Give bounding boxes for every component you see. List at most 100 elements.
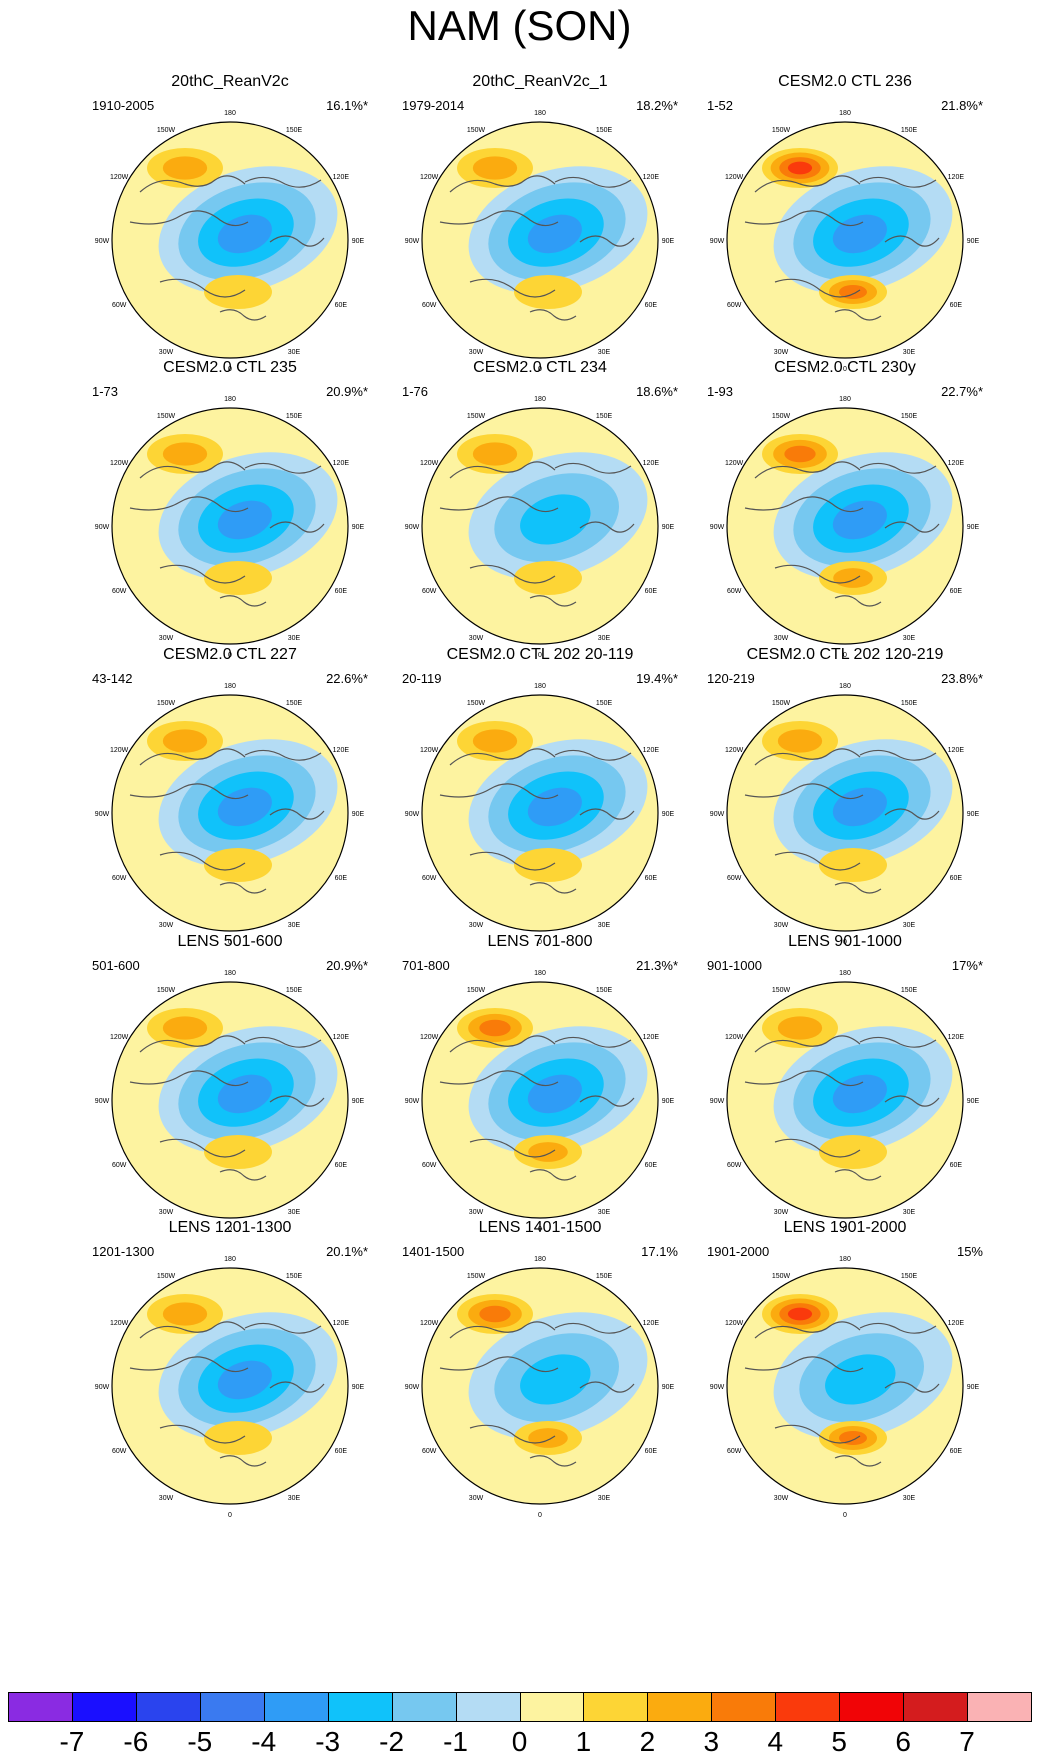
positive-contour bbox=[162, 442, 208, 466]
longitude-label: 120W bbox=[420, 460, 439, 467]
longitude-label: 0 bbox=[538, 366, 542, 372]
longitude-label: 30E bbox=[903, 1209, 916, 1216]
panel-period: 1979-2014 bbox=[402, 98, 465, 113]
positive-contour bbox=[514, 848, 582, 882]
colorbar-tick-label: -1 bbox=[443, 1726, 469, 1757]
coastline bbox=[554, 1322, 632, 1334]
longitude-label: 30E bbox=[598, 922, 611, 929]
panel-period: 1-52 bbox=[707, 98, 734, 113]
negative-contour bbox=[217, 1360, 272, 1400]
longitude-label: 90E bbox=[662, 1384, 675, 1391]
coastline bbox=[744, 1070, 864, 1087]
map-boundary bbox=[421, 407, 659, 645]
longitude-label: 150W bbox=[467, 700, 486, 707]
colorbar-tick-label: 3 bbox=[703, 1726, 720, 1757]
coastline bbox=[859, 1036, 937, 1048]
map-panel: LENS 1201-1300 1201-1300 20.1%* 180 150E 120E… bbox=[70, 1218, 390, 1518]
longitude-label: 30E bbox=[598, 349, 611, 356]
coastline bbox=[269, 521, 325, 533]
polar-map: 180 150E 120E 90E 60E 30E 0 30W 60W 90W 120W 150W bbox=[405, 1256, 675, 1518]
panel-title: LENS 701-800 bbox=[487, 933, 593, 950]
longitude-label: 120E bbox=[643, 747, 660, 754]
longitude-label: 120E bbox=[948, 1034, 965, 1041]
longitude-label: 180 bbox=[224, 970, 236, 977]
longitude-label: 120E bbox=[948, 460, 965, 467]
coastline bbox=[579, 235, 635, 247]
colorbar-tick-label: -7 bbox=[59, 1726, 85, 1757]
map-boundary bbox=[421, 121, 659, 359]
longitude-label: 120E bbox=[948, 1320, 965, 1327]
longitude-label: 30W bbox=[469, 635, 484, 642]
coastline bbox=[529, 1455, 577, 1467]
polar-map: 180 150E 120E 90E 60E 30E 0 30W 60W 90W 120W 150W bbox=[710, 970, 980, 1232]
coastline bbox=[439, 1070, 559, 1087]
longitude-label: 150W bbox=[157, 127, 176, 134]
colorbar-tick-label: -2 bbox=[379, 1726, 405, 1757]
longitude-label: 90E bbox=[967, 524, 980, 531]
panel-variance-percent: 19.4%* bbox=[636, 671, 678, 686]
longitude-label: 150W bbox=[157, 987, 176, 994]
longitude-label: 120W bbox=[420, 747, 439, 754]
longitude-label: 60W bbox=[727, 1448, 742, 1455]
coastline bbox=[529, 1169, 577, 1181]
longitude-label: 180 bbox=[224, 683, 236, 690]
longitude-label: 90W bbox=[710, 524, 725, 531]
longitude-label: 90W bbox=[405, 1098, 420, 1105]
longitude-label: 90E bbox=[967, 1098, 980, 1105]
negative-contour bbox=[527, 214, 582, 254]
longitude-label: 30E bbox=[598, 635, 611, 642]
map-boundary bbox=[111, 1267, 349, 1505]
panel-title: 20thC_ReanV2c bbox=[171, 73, 289, 90]
longitude-label: 60E bbox=[950, 1448, 963, 1455]
coastline bbox=[159, 851, 246, 871]
panel-variance-percent: 15% bbox=[956, 1244, 983, 1259]
longitude-label: 60E bbox=[950, 588, 963, 595]
longitude-label: 60W bbox=[422, 875, 437, 882]
coastline bbox=[754, 461, 861, 479]
coastline bbox=[244, 176, 322, 188]
longitude-label: 90E bbox=[352, 811, 365, 818]
longitude-label: 120W bbox=[725, 1034, 744, 1041]
longitude-label: 120E bbox=[948, 747, 965, 754]
longitude-label: 180 bbox=[224, 396, 236, 403]
longitude-label: 120W bbox=[420, 1320, 439, 1327]
longitude-label: 180 bbox=[534, 110, 546, 117]
longitude-label: 90W bbox=[95, 238, 110, 245]
longitude-label: 60W bbox=[112, 1162, 127, 1169]
coastline bbox=[774, 278, 861, 298]
longitude-label: 180 bbox=[534, 1256, 546, 1263]
panel-variance-percent: 18.2%* bbox=[636, 98, 678, 113]
colorbar-box bbox=[647, 1692, 713, 1722]
longitude-label: 30W bbox=[774, 635, 789, 642]
colorbar-box bbox=[199, 1692, 265, 1722]
coastline bbox=[244, 749, 322, 761]
longitude-label: 180 bbox=[839, 110, 851, 117]
panel-variance-percent: 23.8%* bbox=[941, 671, 983, 686]
longitude-label: 60E bbox=[335, 1448, 348, 1455]
longitude-label: 60W bbox=[727, 302, 742, 309]
longitude-label: 180 bbox=[839, 396, 851, 403]
coastline bbox=[129, 1070, 249, 1087]
coastline bbox=[129, 210, 249, 227]
longitude-label: 120W bbox=[725, 174, 744, 181]
longitude-label: 30E bbox=[288, 349, 301, 356]
longitude-label: 180 bbox=[839, 970, 851, 977]
positive-contour bbox=[204, 561, 272, 595]
panel-variance-percent: 18.6%* bbox=[636, 384, 678, 399]
longitude-label: 30E bbox=[903, 635, 916, 642]
map-panel: CESM2.0 CTL 230y 1-93 22.7%* 180 150E 120E 90E… bbox=[685, 358, 1005, 658]
figure-title: NAM (SON) bbox=[407, 2, 632, 49]
longitude-label: 60W bbox=[727, 875, 742, 882]
colorbar-box bbox=[839, 1692, 905, 1722]
polar-map: 180 150E 120E 90E 60E 30E 0 30W 60W 90W 120W 150W bbox=[405, 683, 675, 945]
longitude-label: 0 bbox=[843, 939, 847, 945]
coastline bbox=[834, 1169, 882, 1181]
longitude-label: 0 bbox=[228, 1226, 232, 1232]
longitude-label: 120W bbox=[110, 747, 129, 754]
longitude-label: 120E bbox=[333, 1320, 350, 1327]
longitude-label: 30E bbox=[903, 922, 916, 929]
coastline bbox=[219, 1455, 267, 1467]
panel-variance-percent: 17%* bbox=[951, 958, 983, 973]
panel-variance-percent: 17.1% bbox=[641, 1244, 678, 1259]
longitude-label: 120E bbox=[333, 1034, 350, 1041]
